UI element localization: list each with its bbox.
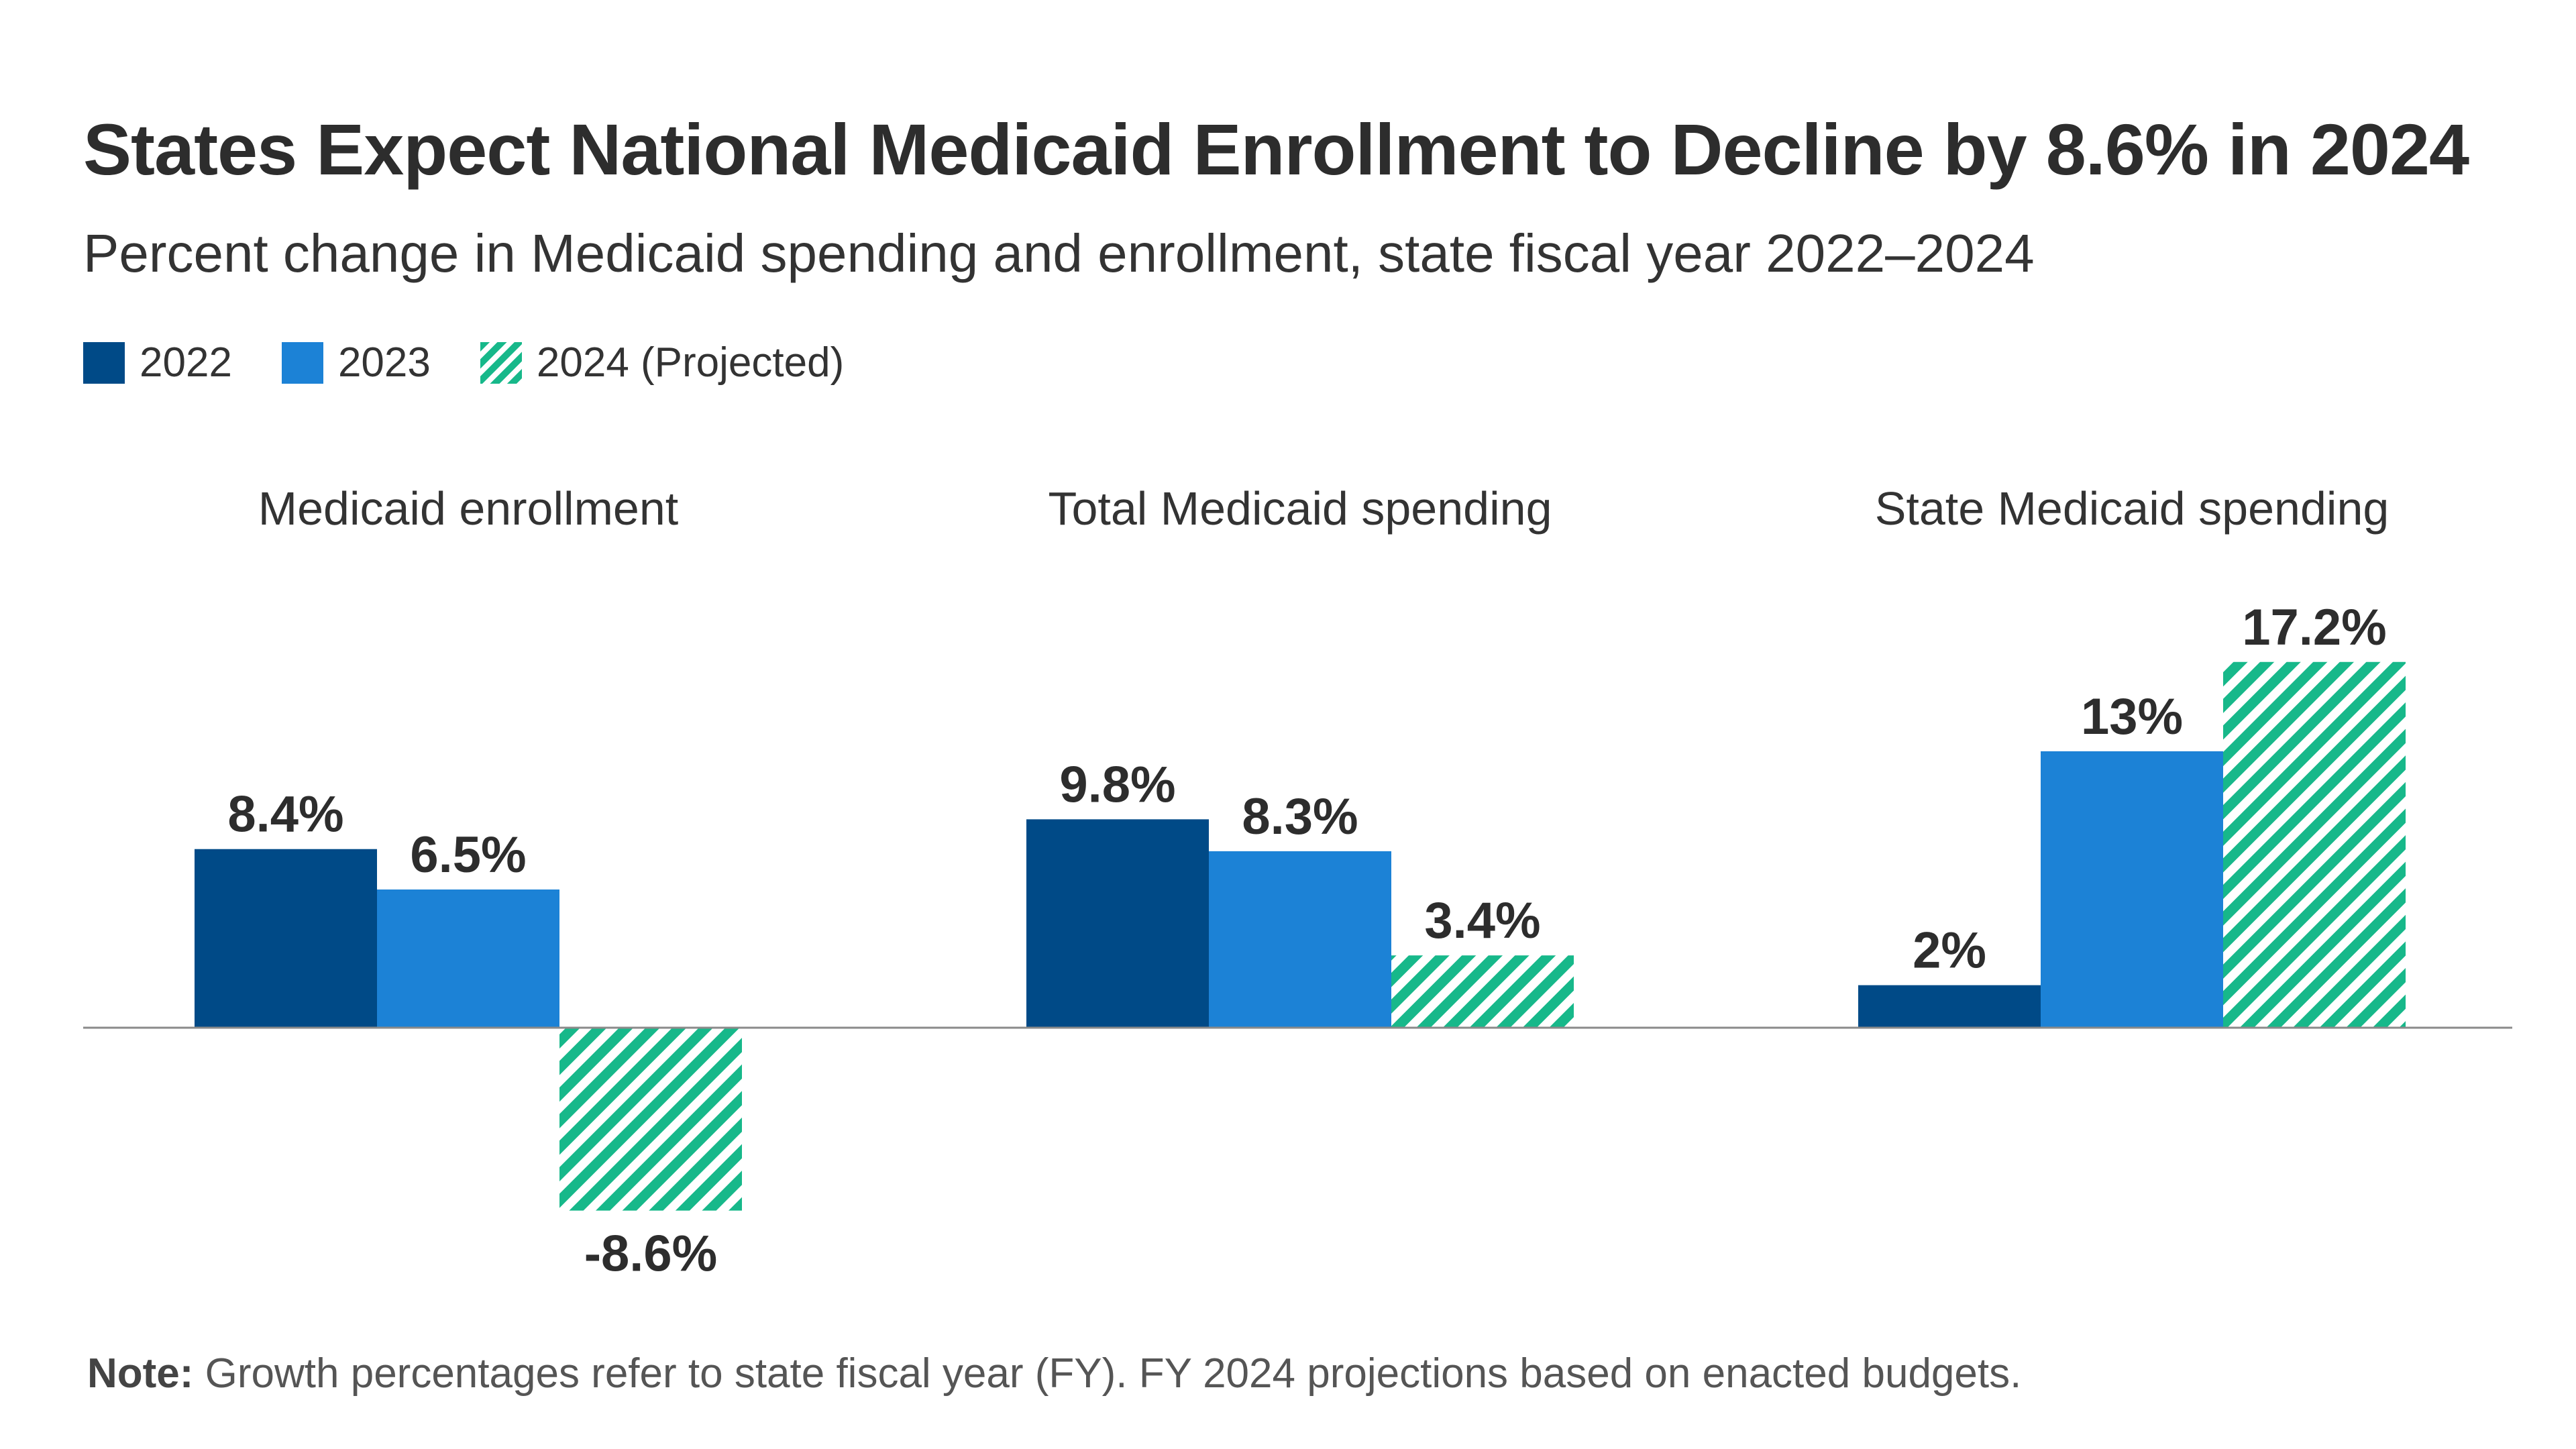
data-label-medicaid-enrollment-2023: 6.5% — [410, 826, 526, 883]
legend-swatch-2022 — [83, 341, 125, 384]
data-label-total-medicaid-spending-2022: 9.8% — [1059, 756, 1175, 813]
bar-medicaid-enrollment-2023 — [377, 889, 559, 1028]
data-label-total-medicaid-spending-2023: 8.3% — [1242, 788, 1358, 845]
chart-note: Note: Growth percentages refer to state … — [87, 1350, 2021, 1397]
bar-total-medicaid-spending-2024-projected — [1391, 955, 1574, 1028]
bar-state-medicaid-spending-2024-projected — [2223, 661, 2406, 1028]
legend-item-2023: 2023 — [281, 339, 431, 386]
note-text: Growth percentages refer to state fiscal… — [193, 1350, 2022, 1397]
legend-label-2022: 2022 — [140, 339, 232, 386]
legend: 2022 2023 2024 (Projected) — [83, 339, 894, 386]
data-label-total-medicaid-spending-2024-projected: 3.4% — [1424, 892, 1540, 949]
category-label-medicaid-enrollment: Medicaid enrollment — [258, 482, 678, 535]
legend-label-2024: 2024 (Projected) — [536, 339, 845, 386]
bar-state-medicaid-spending-2023 — [2041, 751, 2223, 1028]
legend-swatch-2024 — [480, 341, 522, 384]
bar-state-medicaid-spending-2022 — [1858, 985, 2041, 1028]
data-label-state-medicaid-spending-2024-projected: 17.2% — [2242, 599, 2387, 656]
bar-medicaid-enrollment-2022 — [195, 849, 377, 1028]
data-label-medicaid-enrollment-2024-projected: -8.6% — [584, 1226, 718, 1283]
category-label-state-medicaid-spending: State Medicaid spending — [1875, 482, 2390, 535]
legend-label-2023: 2023 — [337, 339, 431, 386]
bar-total-medicaid-spending-2022 — [1026, 819, 1209, 1028]
data-label-state-medicaid-spending-2022: 2% — [1913, 922, 1986, 979]
data-label-state-medicaid-spending-2023: 13% — [2081, 688, 2183, 745]
note-label: Note: — [87, 1350, 194, 1397]
chart-title: States Expect National Medicaid Enrollme… — [83, 109, 2469, 190]
legend-item-2022: 2022 — [83, 339, 232, 386]
legend-swatch-2023 — [281, 341, 323, 384]
bar-medicaid-enrollment-2024-projected — [559, 1028, 742, 1211]
chart-subtitle: Percent change in Medicaid spending and … — [83, 223, 2035, 283]
bar-total-medicaid-spending-2023 — [1209, 851, 1391, 1028]
data-label-medicaid-enrollment-2022: 8.4% — [227, 786, 343, 843]
category-label-total-medicaid-spending: Total Medicaid spending — [1048, 482, 1552, 535]
legend-item-2024: 2024 (Projected) — [480, 339, 844, 386]
